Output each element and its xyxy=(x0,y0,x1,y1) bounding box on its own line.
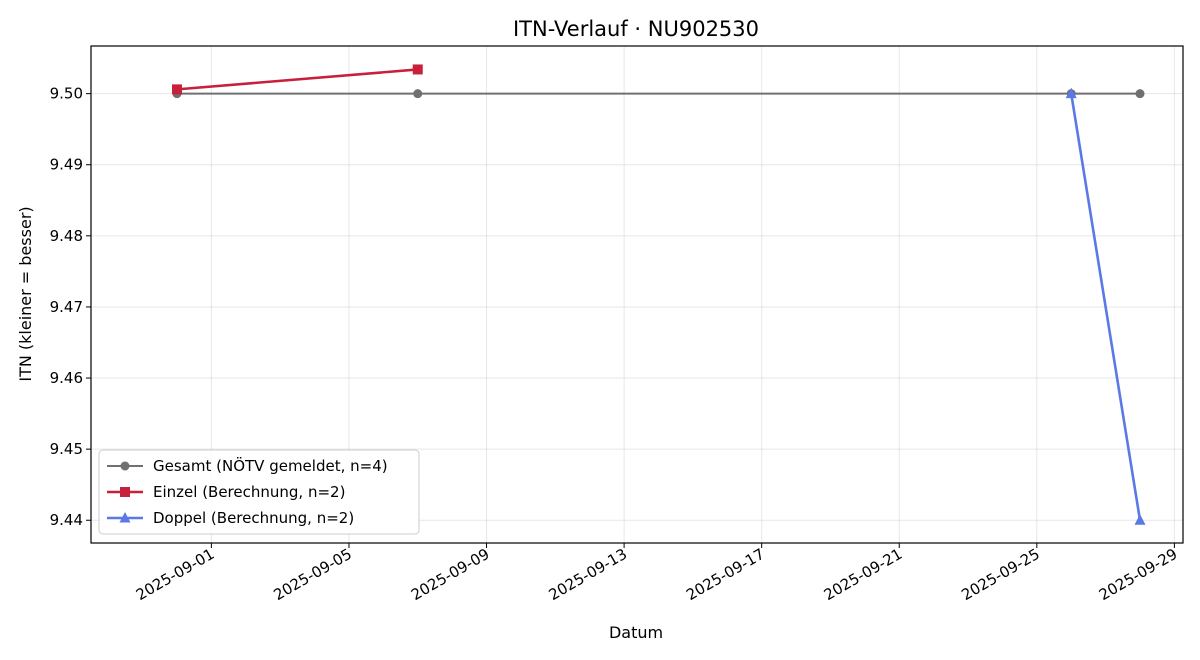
x-tick-label: 2025-09-09 xyxy=(408,545,493,604)
data-point xyxy=(1135,89,1145,99)
series-line xyxy=(176,68,418,91)
grid-lines xyxy=(91,46,1183,543)
x-tick-label: 2025-09-13 xyxy=(546,545,631,604)
y-axis: 9.44 9.45 9.46 9.47 9.48 9.49 9.50 xyxy=(50,85,91,529)
y-tick-label: 9.46 xyxy=(50,369,83,387)
y-tick-label: 9.48 xyxy=(50,227,83,245)
legend-label: Gesamt (NÖTV gemeldet, n=4) xyxy=(153,456,388,475)
chart-title: ITN-Verlauf · NU902530 xyxy=(513,17,759,41)
legend-item: Doppel (Berechnung, n=2) xyxy=(107,509,354,527)
x-axis: 2025-09-01 2025-09-05 2025-09-09 2025-09-13… xyxy=(133,543,1181,604)
legend: Gesamt (NÖTV gemeldet, n=4) Einzel (Berec… xyxy=(98,449,420,535)
data-point xyxy=(171,84,182,95)
legend-item: Gesamt (NÖTV gemeldet, n=4) xyxy=(107,456,388,475)
data-point xyxy=(1065,87,1077,99)
x-axis-label: Datum xyxy=(609,623,663,642)
x-tick-label: 2025-09-25 xyxy=(958,545,1043,604)
legend-marker xyxy=(120,487,130,497)
legend-label: Einzel (Berechnung, n=2) xyxy=(153,483,345,501)
y-tick-label: 9.47 xyxy=(50,298,83,316)
y-axis-label: ITN (kleiner = besser) xyxy=(16,206,35,381)
legend-box xyxy=(98,449,420,535)
y-tick-label: 9.45 xyxy=(50,440,83,458)
plot-series xyxy=(171,64,1146,525)
series-2 xyxy=(171,64,423,95)
x-tick-label: 2025-09-29 xyxy=(1096,545,1181,604)
data-point xyxy=(413,89,423,99)
legend-marker xyxy=(119,512,131,523)
x-tick-label: 2025-09-17 xyxy=(683,545,768,604)
x-tick-label: 2025-09-05 xyxy=(270,545,355,604)
series-3 xyxy=(1065,87,1146,525)
y-tick-label: 9.44 xyxy=(50,511,83,529)
series-line xyxy=(1069,93,1142,521)
y-tick-label: 9.49 xyxy=(50,156,83,174)
plot-frame xyxy=(90,45,1184,544)
data-point xyxy=(412,64,423,75)
legend-item: Einzel (Berechnung, n=2) xyxy=(107,483,345,501)
x-tick-label: 2025-09-01 xyxy=(133,545,218,604)
data-point xyxy=(1134,514,1146,525)
series-1 xyxy=(172,89,1145,99)
y-tick-label: 9.50 xyxy=(50,85,83,103)
x-tick-label: 2025-09-21 xyxy=(821,545,906,604)
legend-marker xyxy=(120,461,130,471)
legend-label: Doppel (Berechnung, n=2) xyxy=(153,509,354,527)
